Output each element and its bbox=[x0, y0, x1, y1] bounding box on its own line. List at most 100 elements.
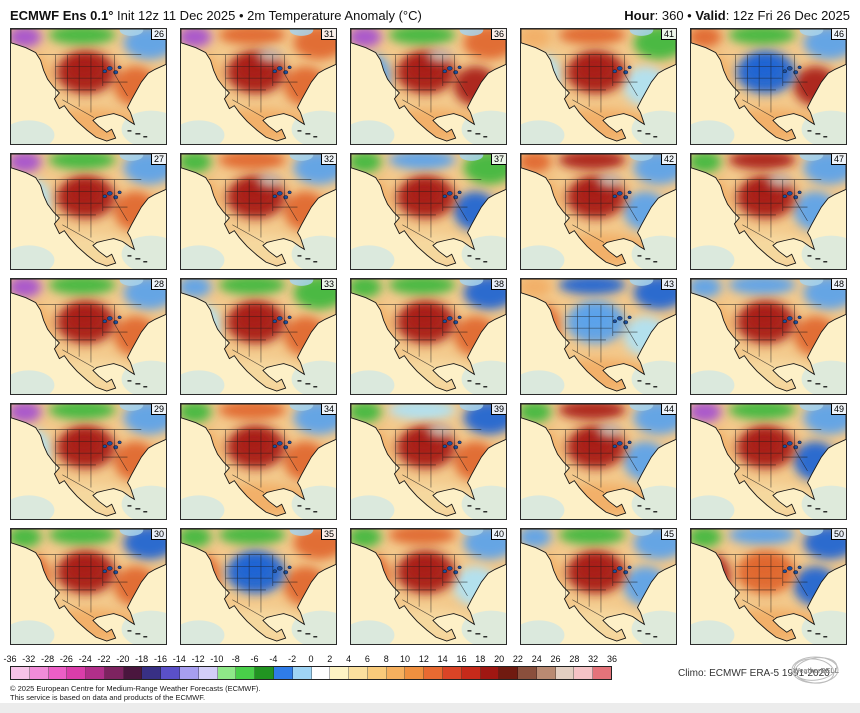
anomaly-map bbox=[181, 529, 336, 644]
anomaly-map bbox=[11, 29, 166, 144]
ensemble-panel-member-33[interactable]: 33 bbox=[180, 278, 337, 395]
valid-value: : 12z Fri 26 Dec 2025 bbox=[725, 8, 850, 23]
anomaly-map bbox=[351, 529, 506, 644]
anomaly-map bbox=[521, 29, 676, 144]
member-number: 33 bbox=[320, 279, 336, 290]
colorbar-segment bbox=[86, 667, 105, 679]
valid-time: Hour: 360 • Valid: 12z Fri 26 Dec 2025 bbox=[624, 8, 850, 23]
ensemble-panel-member-50[interactable]: 50 bbox=[690, 528, 847, 645]
ensemble-panel-member-30[interactable]: 30 bbox=[10, 528, 167, 645]
colorbar-tick: -4 bbox=[269, 654, 278, 664]
member-number: 29 bbox=[150, 404, 166, 415]
colorbar-segment bbox=[386, 667, 406, 679]
ensemble-panel-member-42[interactable]: 42 bbox=[520, 153, 677, 270]
colorbar-zone: -36 -32 -28 -26 -24 -22 -20 -18 -16 -14 -12 -10 -8 -6… bbox=[3, 654, 850, 684]
member-number: 44 bbox=[660, 404, 676, 415]
ensemble-panel-member-48[interactable]: 48 bbox=[690, 278, 847, 395]
anomaly-map bbox=[351, 279, 506, 394]
ensemble-panel-member-29[interactable]: 29 bbox=[10, 403, 167, 520]
colorbar-segment bbox=[499, 667, 519, 679]
colorbar-tick: 6 bbox=[364, 654, 370, 664]
colorbar-segment bbox=[255, 667, 274, 679]
anomaly-map bbox=[351, 154, 506, 269]
colorbar-tick: -32 bbox=[22, 654, 36, 664]
colorbar-tick: 24 bbox=[531, 654, 542, 664]
colorbar-segment bbox=[123, 667, 143, 679]
colorbar-tick: 22 bbox=[512, 654, 523, 664]
member-number: 40 bbox=[490, 529, 506, 540]
anomaly-map bbox=[181, 29, 336, 144]
colorbar-segment bbox=[198, 667, 218, 679]
colorbar-segment bbox=[11, 667, 30, 679]
colorbar-tick: -10 bbox=[210, 654, 224, 664]
member-number: 38 bbox=[490, 279, 506, 290]
copyright-line: © 2025 European Centre for Medium-Range … bbox=[10, 684, 261, 693]
colorbar-tick: 28 bbox=[569, 654, 580, 664]
colorbar-tick: -36 bbox=[3, 654, 17, 664]
member-number: 48 bbox=[830, 279, 846, 290]
colorbar bbox=[10, 666, 612, 680]
anomaly-map bbox=[521, 404, 676, 519]
page-title: ECMWF Ens 0.1° Init 12z 11 Dec 2025 • 2m… bbox=[10, 8, 422, 23]
ensemble-panel-member-43[interactable]: 43 bbox=[520, 278, 677, 395]
colorbar-tick: -8 bbox=[231, 654, 240, 664]
colorbar-tick: 0 bbox=[308, 654, 314, 664]
colorbar-segment bbox=[442, 667, 462, 679]
ensemble-panel-member-32[interactable]: 32 bbox=[180, 153, 337, 270]
ensemble-panel-member-37[interactable]: 37 bbox=[350, 153, 507, 270]
colorbar-tick: 32 bbox=[588, 654, 599, 664]
anomaly-map bbox=[181, 279, 336, 394]
colorbar-segment bbox=[536, 667, 556, 679]
colorbar-segment bbox=[236, 667, 256, 679]
member-number: 41 bbox=[660, 29, 676, 40]
model-name: ECMWF Ens 0.1° bbox=[10, 8, 114, 23]
ensemble-panel-member-27[interactable]: 27 bbox=[10, 153, 167, 270]
colorbar-tick: -16 bbox=[153, 654, 168, 664]
ensemble-panel-member-34[interactable]: 34 bbox=[180, 403, 337, 520]
colorbar-segment bbox=[104, 667, 124, 679]
ensemble-panel-member-49[interactable]: 49 bbox=[690, 403, 847, 520]
member-number: 36 bbox=[490, 29, 506, 40]
anomaly-map bbox=[521, 279, 676, 394]
colorbar-tick: 2 bbox=[327, 654, 333, 664]
member-number: 34 bbox=[320, 404, 336, 415]
ensemble-panel-member-44[interactable]: 44 bbox=[520, 403, 677, 520]
ensemble-panel-member-28[interactable]: 28 bbox=[10, 278, 167, 395]
member-number: 47 bbox=[830, 154, 846, 165]
member-number: 42 bbox=[660, 154, 676, 165]
ensemble-panel-member-46[interactable]: 46 bbox=[690, 28, 847, 145]
ensemble-panel-member-39[interactable]: 39 bbox=[350, 403, 507, 520]
ensemble-panel-member-47[interactable]: 47 bbox=[690, 153, 847, 270]
ensemble-panel-member-38[interactable]: 38 bbox=[350, 278, 507, 395]
weatherbell-logo: WeatherBELL bbox=[788, 654, 848, 693]
ensemble-panel-member-41[interactable]: 41 bbox=[520, 28, 677, 145]
anomaly-map bbox=[181, 404, 336, 519]
colorbar-tick: 4 bbox=[346, 654, 352, 664]
colorbar-tick: -18 bbox=[135, 654, 149, 664]
member-number: 30 bbox=[150, 529, 166, 540]
colorbar-segment bbox=[349, 667, 368, 679]
anomaly-map bbox=[11, 404, 166, 519]
climo-label: Climo: ECMWF ERA-5 1991-2020 bbox=[678, 668, 830, 679]
ensemble-panel-member-45[interactable]: 45 bbox=[520, 528, 677, 645]
colorbar-tick: -24 bbox=[78, 654, 92, 664]
hour-value: : 360 • bbox=[654, 8, 696, 23]
ensemble-panel-member-40[interactable]: 40 bbox=[350, 528, 507, 645]
anomaly-map bbox=[181, 154, 336, 269]
member-number: 50 bbox=[830, 529, 846, 540]
member-number: 39 bbox=[490, 404, 506, 415]
ensemble-panel-member-26[interactable]: 26 bbox=[10, 28, 167, 145]
ensemble-panel-member-35[interactable]: 35 bbox=[180, 528, 337, 645]
ensemble-panel-member-36[interactable]: 36 bbox=[350, 28, 507, 145]
title-subtitle: Init 12z 11 Dec 2025 • 2m Temperature An… bbox=[113, 8, 422, 23]
member-number: 45 bbox=[660, 529, 676, 540]
header: ECMWF Ens 0.1° Init 12z 11 Dec 2025 • 2m… bbox=[0, 0, 860, 28]
colorbar-segment bbox=[574, 667, 594, 679]
colorbar-segment bbox=[311, 667, 331, 679]
anomaly-map bbox=[351, 29, 506, 144]
colorbar-tick: 20 bbox=[494, 654, 505, 664]
member-number: 26 bbox=[150, 29, 166, 40]
colorbar-tick: -6 bbox=[250, 654, 259, 664]
anomaly-map bbox=[691, 404, 846, 519]
ensemble-panel-member-31[interactable]: 31 bbox=[180, 28, 337, 145]
